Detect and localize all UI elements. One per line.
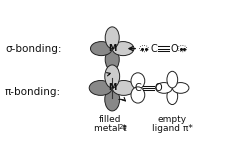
Ellipse shape xyxy=(172,82,189,93)
Ellipse shape xyxy=(167,71,178,88)
Text: filled: filled xyxy=(99,115,122,124)
Text: C: C xyxy=(134,83,141,93)
Text: ligand π*: ligand π* xyxy=(152,124,193,133)
Ellipse shape xyxy=(131,73,145,89)
Ellipse shape xyxy=(131,87,145,103)
Text: π-bonding:: π-bonding: xyxy=(5,87,61,97)
Ellipse shape xyxy=(156,82,172,93)
Text: C: C xyxy=(150,44,157,54)
Text: metal t: metal t xyxy=(94,124,126,133)
Text: O: O xyxy=(170,44,178,54)
Ellipse shape xyxy=(89,80,112,95)
Ellipse shape xyxy=(167,88,178,104)
Ellipse shape xyxy=(112,41,134,56)
Text: 2g: 2g xyxy=(118,124,127,130)
Text: M: M xyxy=(108,83,116,92)
Text: σ-bonding:: σ-bonding: xyxy=(5,44,62,54)
Ellipse shape xyxy=(90,41,112,56)
Ellipse shape xyxy=(112,80,135,95)
Text: empty: empty xyxy=(158,115,187,124)
Ellipse shape xyxy=(105,88,120,111)
Ellipse shape xyxy=(105,49,119,70)
Ellipse shape xyxy=(105,65,120,88)
Text: O: O xyxy=(155,83,162,93)
Text: M: M xyxy=(108,44,116,53)
Ellipse shape xyxy=(105,27,119,49)
